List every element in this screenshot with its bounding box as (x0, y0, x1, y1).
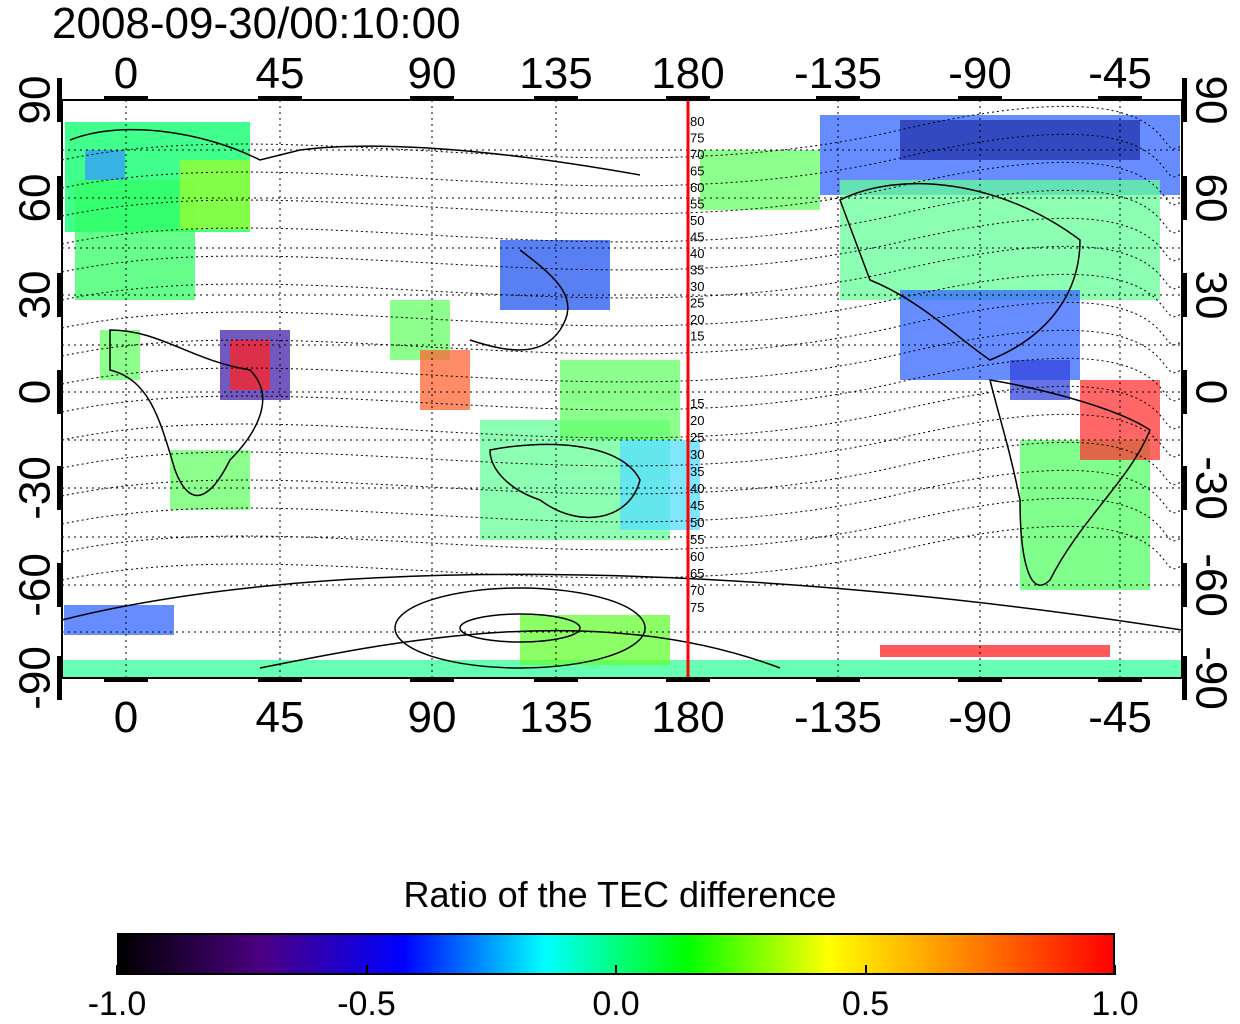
colorbar-tick-mark (864, 965, 867, 975)
contour-label-north: 40 (690, 246, 704, 261)
bottom-lon-label: 45 (256, 693, 305, 742)
bottom-lon-label: 180 (651, 693, 724, 742)
contour-label-south: 20 (690, 413, 704, 428)
bottom-lon-label: 90 (408, 693, 457, 742)
contour-label-north: 75 (690, 131, 704, 146)
right-lat-label: -30 (1186, 456, 1235, 520)
contour-label-north: 20 (690, 312, 704, 327)
right-lat-label: 0 (1186, 380, 1235, 404)
contour-label-north: 55 (690, 197, 704, 212)
contour-label-south: 70 (690, 583, 704, 598)
contour-label-north: 60 (690, 180, 704, 195)
colorbar-tick-mark (615, 965, 617, 975)
contour-label-south: 40 (690, 481, 704, 496)
colorbar-tick-label: 0.0 (592, 985, 640, 1023)
top-lon-label: 0 (114, 49, 138, 98)
left-lat-label: 0 (11, 380, 60, 404)
left-lat-label: -30 (11, 456, 60, 520)
frame-ticks (57, 78, 1187, 700)
plot-title: 2008-09-30/00:10:00 (52, 0, 461, 48)
contour-label-north: 80 (690, 114, 704, 129)
magnetic-contours (61, 105, 1183, 669)
colorbar-tick-label: 1.0 (1091, 985, 1139, 1023)
contour-label-south: 75 (690, 600, 704, 615)
contour-label-south: 25 (690, 430, 704, 445)
bottom-lon-label: -135 (794, 693, 882, 742)
left-lat-label: 60 (11, 174, 60, 223)
right-lat-label: 60 (1186, 174, 1235, 223)
contour-label-north: 65 (690, 164, 704, 179)
contour-label-north: 50 (690, 213, 704, 228)
colorbar-tick-label: -1.0 (87, 985, 147, 1023)
top-lon-label: -90 (948, 49, 1012, 98)
colorbar-tick-mark (365, 965, 368, 975)
tec-map: 8075706560555045403530252015152025303540… (11, 49, 1236, 742)
top-lon-label: 135 (519, 49, 592, 98)
top-lon-label: -45 (1088, 49, 1152, 98)
right-lat-label: 90 (1186, 76, 1235, 125)
contour-label-south: 35 (690, 464, 704, 479)
contour-label-north: 25 (690, 296, 704, 311)
contour-label-south: 45 (690, 498, 704, 513)
contour-labels: 8075706560555045403530252015152025303540… (690, 114, 704, 615)
colorbar-title: Ratio of the TEC difference (403, 874, 837, 915)
right-lat-label: -90 (1186, 646, 1235, 710)
colorbar-tick-mark (1114, 965, 1116, 975)
contour-label-south: 60 (690, 549, 704, 564)
bottom-lon-label: 135 (519, 693, 592, 742)
contour-label-north: 30 (690, 279, 704, 294)
left-lat-label: -60 (11, 553, 60, 617)
contour-label-south: 65 (690, 566, 704, 581)
tec-data-layer (62, 115, 1182, 678)
top-lon-label: 180 (651, 49, 724, 98)
top-lon-label: 90 (408, 49, 457, 98)
bottom-lon-label: -90 (948, 693, 1012, 742)
bottom-lon-label: 0 (114, 693, 138, 742)
contour-label-south: 30 (690, 447, 704, 462)
bottom-lon-label: -45 (1088, 693, 1152, 742)
contour-label-south: 55 (690, 532, 704, 547)
contour-label-north: 45 (690, 230, 704, 245)
contour-label-south: 50 (690, 515, 704, 530)
left-lat-label: 30 (11, 271, 60, 320)
colorbar-tick-label: -0.5 (337, 985, 396, 1023)
left-lat-label: 90 (11, 76, 60, 125)
colorbar-tick-mark (116, 965, 118, 975)
colorbar-tick-label: 0.5 (841, 985, 890, 1023)
top-lon-label: 45 (256, 49, 305, 98)
axis-labels: 0 45 90 135 180 -135 -90 -450 45 90 135 180 -135 -90-… (11, 49, 1236, 742)
contour-label-south: 15 (690, 396, 704, 411)
contour-label-north: 70 (690, 147, 704, 162)
right-lat-label: -60 (1186, 553, 1235, 617)
right-lat-label: 30 (1186, 271, 1235, 320)
top-lon-label: -135 (794, 49, 882, 98)
coastlines (69, 128, 1151, 669)
contour-label-north: 15 (690, 329, 704, 344)
left-lat-label: -90 (11, 646, 60, 710)
contour-label-north: 35 (690, 263, 704, 278)
